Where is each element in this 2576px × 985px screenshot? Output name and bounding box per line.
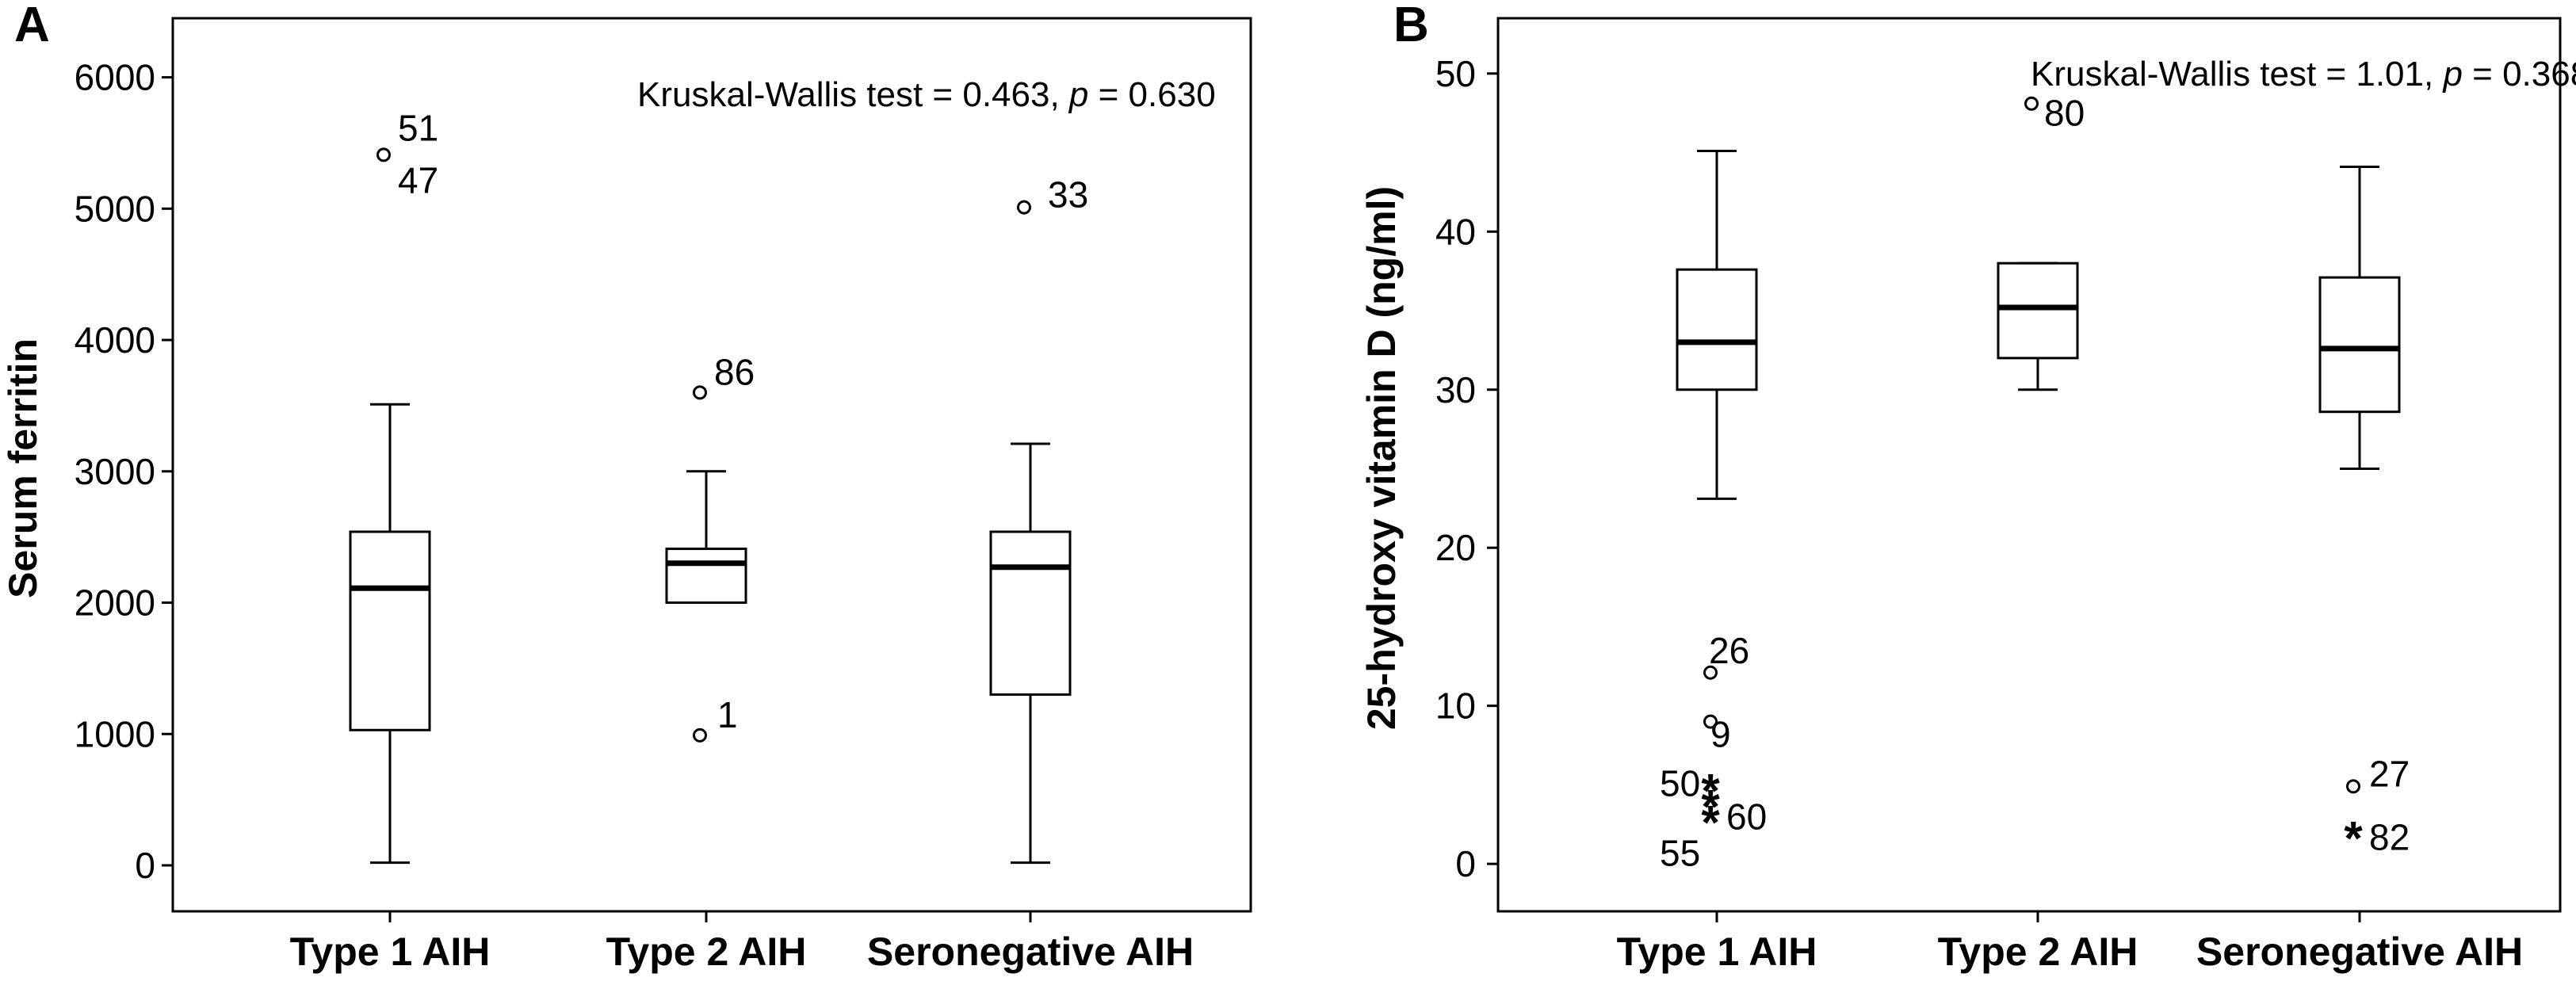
- y-tick-label: 2000: [75, 582, 155, 624]
- y-tick-label: 40: [1435, 211, 1476, 252]
- y-tick-label: 3000: [75, 451, 155, 492]
- y-tick-label: 50: [1435, 53, 1476, 94]
- y-tick-label: 30: [1435, 369, 1476, 410]
- outlier-circle: [376, 147, 391, 162]
- outlier-label: 1: [717, 694, 738, 735]
- outlier-label: 51: [398, 107, 438, 148]
- outlier-label: 47: [398, 159, 438, 200]
- iqr-box: [349, 530, 431, 731]
- extreme-star: *: [1701, 780, 1720, 833]
- outlier-circle: [1017, 200, 1031, 215]
- boxplot-3: [2318, 166, 2401, 470]
- plot-frame-b: [1496, 17, 2562, 913]
- outlier-circle: [693, 385, 707, 400]
- y-tick-label: 5000: [75, 188, 155, 229]
- kruskal-wallis-annotation-a: Kruskal-Wallis test = 0.463, p = 0.630: [637, 75, 1216, 114]
- outlier-label: 9: [1710, 714, 1731, 755]
- category-label: Type 2 AIH: [606, 930, 807, 974]
- y-tick-label: 0: [1455, 843, 1476, 884]
- boxplot-1: [1676, 150, 1758, 500]
- iqr-box: [1676, 268, 1758, 391]
- category-label: Type 1 AIH: [290, 930, 491, 974]
- outlier-label: 80: [2044, 93, 2085, 134]
- category-label: Type 1 AIH: [1617, 930, 1817, 974]
- chart-content-a: 0 1000 2000 3000 4000 5000 6000 Serum ferritin T…: [1, 57, 1194, 974]
- boxplot-3: [989, 442, 1072, 865]
- chart-content-b: 0 10 20 30 40 50 25-hydroxy vitamin D (ng/ml) T…: [1359, 53, 2523, 974]
- panel-b: B Kruskal-Wallis test = 1.01, p = 0.368 …: [1359, 0, 2576, 974]
- outlier-label: 27: [2369, 753, 2410, 794]
- outlier-circle: [1703, 714, 1718, 729]
- plot-frame-a: [171, 17, 1252, 913]
- outlier-circle: [2024, 96, 2039, 111]
- outlier-circle: [693, 727, 707, 743]
- panel-label-b: B: [1393, 0, 1429, 52]
- outlier-circle: [2346, 779, 2360, 794]
- category-label: Seronegative AIH: [2196, 930, 2523, 974]
- y-axis-title: Serum ferritin: [1, 338, 45, 598]
- outlier-label: 26: [1709, 630, 1749, 671]
- panel-label-a: A: [14, 0, 50, 52]
- y-tick-label: 20: [1435, 527, 1476, 568]
- iqr-box: [989, 530, 1072, 697]
- outlier-label: 50: [1660, 762, 1700, 804]
- y-tick-label: 4000: [75, 319, 155, 361]
- iqr-box: [1997, 262, 2079, 360]
- category-label: Type 2 AIH: [1938, 930, 2138, 974]
- y-tick-label: 1000: [75, 713, 155, 754]
- outlier-circle: [1703, 665, 1718, 680]
- y-tick-label: 0: [135, 845, 155, 886]
- y-axis-title: 25-hydroxy vitamin D (ng/ml): [1359, 186, 1404, 730]
- iqr-box: [2318, 276, 2401, 414]
- kruskal-wallis-annotation-b: Kruskal-Wallis test = 1.01, p = 0.368: [2031, 55, 2576, 94]
- outlier-label: 33: [1048, 174, 1088, 216]
- extreme-star: *: [1701, 796, 1720, 849]
- boxplot-2: [665, 470, 747, 605]
- iqr-box: [665, 548, 747, 605]
- boxplot-2: [1997, 262, 2079, 391]
- boxplot-1: [349, 403, 431, 865]
- y-tick-label: 10: [1435, 685, 1476, 727]
- extreme-star: *: [1701, 764, 1720, 817]
- outlier-label: 82: [2369, 816, 2410, 857]
- category-label: Seronegative AIH: [867, 930, 1194, 974]
- outlier-label: 55: [1660, 832, 1700, 873]
- extreme-star: *: [2344, 811, 2363, 865]
- outlier-label: 86: [714, 351, 755, 392]
- y-tick-label: 6000: [75, 57, 155, 98]
- panel-a: A Kruskal-Wallis test = 0.463, p = 0.630…: [1, 0, 1252, 974]
- outlier-label: 60: [1726, 796, 1767, 837]
